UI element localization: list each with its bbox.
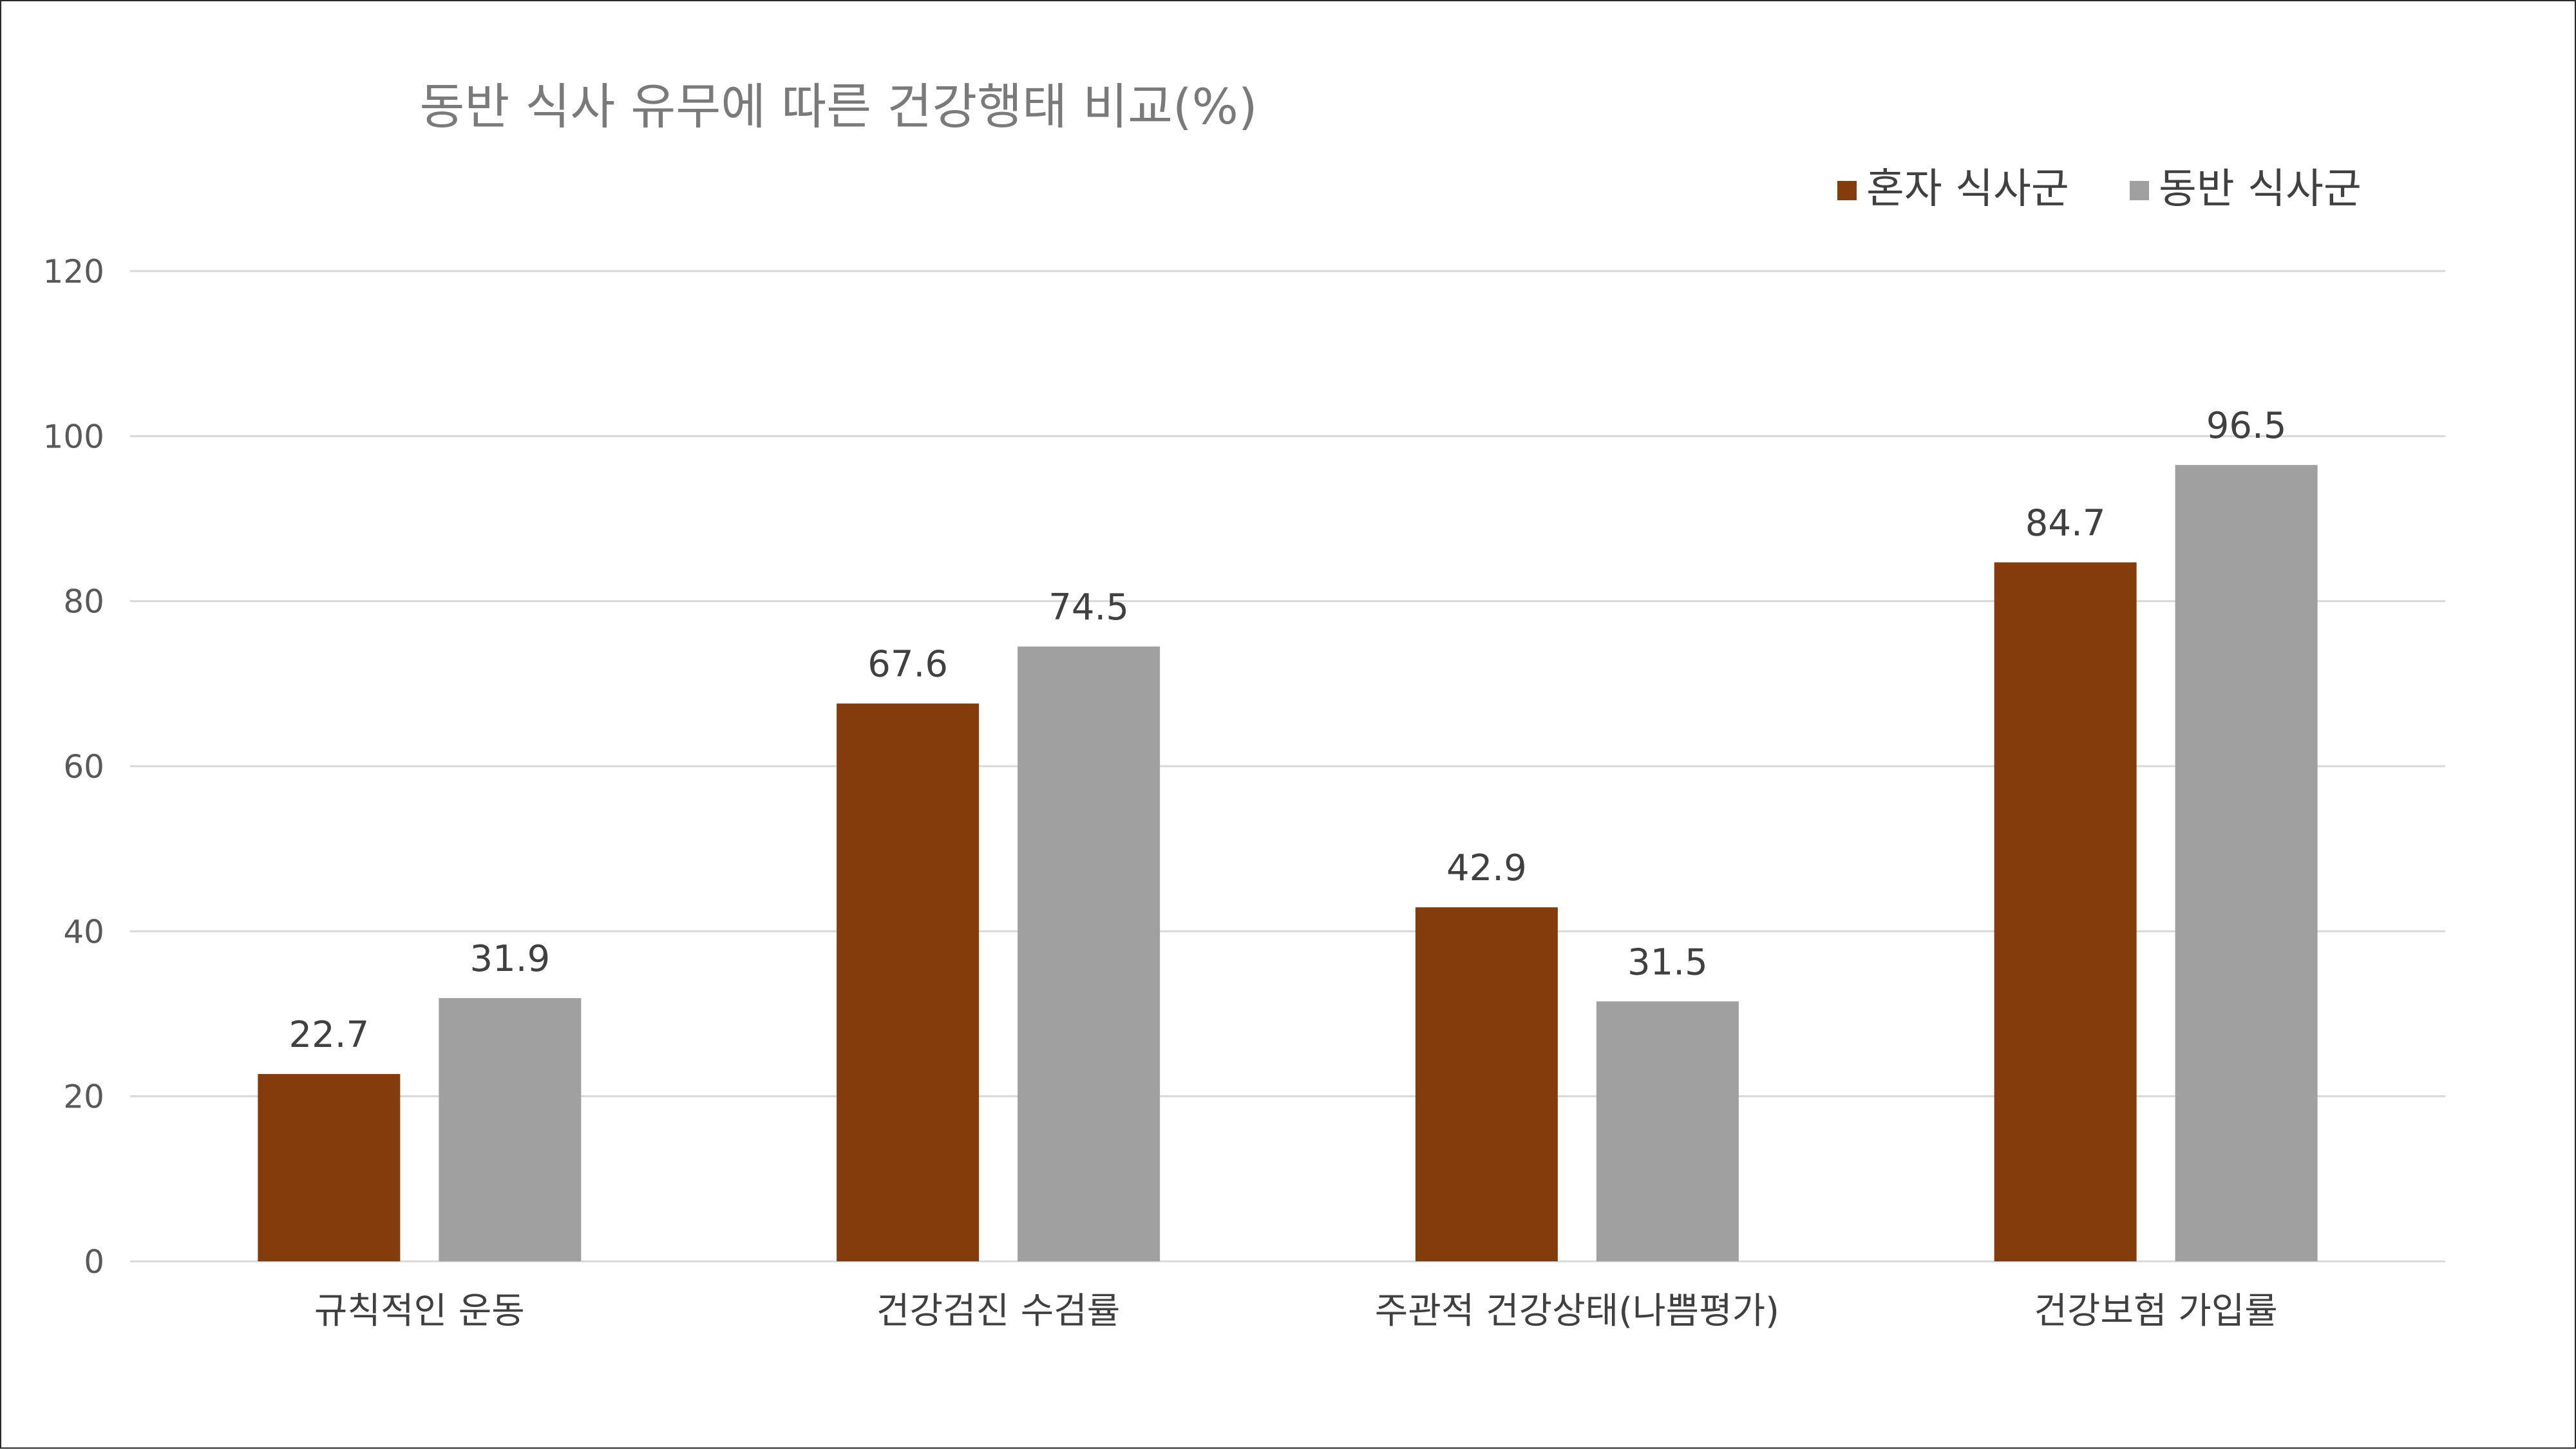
y-tick-label: 60 [63, 748, 104, 786]
bars [258, 465, 2318, 1261]
y-tick-label: 80 [63, 583, 104, 621]
data-labels: 22.7 31.9 67.6 74.5 42.9 31.5 84.7 96.5 [289, 405, 2287, 1056]
y-axis-ticks: 0 20 40 60 80 100 120 [43, 253, 104, 1281]
chart-title: 동반 식사 유무에 따른 건강행태 비교(%) [419, 78, 1257, 135]
x-category-label: 건강보험 가입률 [2034, 1290, 2277, 1332]
y-tick-label: 0 [84, 1243, 104, 1281]
bar-series-1 [258, 1074, 401, 1261]
data-label: 31.9 [470, 938, 551, 980]
bar-series-1 [1415, 907, 1558, 1261]
bar-series-1 [837, 703, 980, 1261]
legend-swatch-series-2 [2130, 181, 2149, 200]
y-tick-label: 120 [43, 253, 104, 290]
legend-swatch-series-1 [1837, 181, 1857, 200]
x-category-label: 건강검진 수검률 [876, 1290, 1120, 1332]
x-category-label: 주관적 건강상태(나쁨평가) [1375, 1290, 1779, 1332]
bar-series-2 [439, 998, 582, 1261]
x-axis-categories: 규칙적인 운동 건강검진 수검률 주관적 건강상태(나쁨평가) 건강보험 가입률 [314, 1290, 2278, 1332]
data-label: 22.7 [289, 1014, 370, 1056]
data-label: 96.5 [2206, 405, 2287, 447]
x-category-label: 규칙적인 운동 [314, 1290, 525, 1332]
bar-series-2 [1596, 1001, 1739, 1261]
data-label: 84.7 [2025, 502, 2106, 544]
legend-label-series-1: 혼자 식사군 [1866, 165, 2069, 213]
bar-series-2 [2175, 465, 2318, 1261]
y-tick-label: 40 [63, 913, 104, 950]
data-label: 67.6 [867, 644, 948, 686]
legend-label-series-2: 동반 식사군 [2159, 165, 2362, 213]
bar-series-2 [1018, 646, 1160, 1261]
legend-item-series-1: 혼자 식사군 [1837, 165, 2069, 213]
legend-item-series-2: 동반 식사군 [2130, 165, 2362, 213]
legend: 혼자 식사군 동반 식사군 [1837, 165, 2362, 213]
data-label: 74.5 [1048, 587, 1129, 628]
bar-series-1 [1994, 562, 2137, 1261]
y-tick-label: 20 [63, 1078, 104, 1116]
data-label: 31.5 [1627, 941, 1708, 983]
y-tick-label: 100 [43, 418, 104, 455]
data-label: 42.9 [1446, 847, 1527, 889]
